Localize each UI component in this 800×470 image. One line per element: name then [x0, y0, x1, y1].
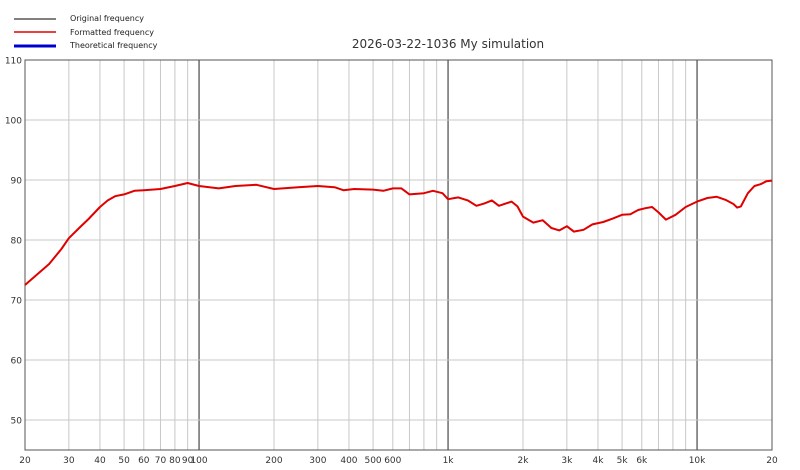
y-tick-label: 50	[11, 417, 23, 427]
x-tick-label: 70	[155, 456, 167, 466]
x-tick-label: 30	[63, 456, 75, 466]
y-tick-label: 110	[5, 57, 22, 67]
y-tick-label: 90	[11, 177, 23, 187]
legend-item-theoretical: Theoretical frequency	[14, 39, 157, 53]
chart-legend: Original frequency Formatted frequency T…	[14, 12, 157, 53]
x-tick-label: 600	[384, 456, 401, 466]
x-tick-label: 4k	[592, 456, 604, 466]
x-tick-label: 20	[19, 456, 31, 466]
x-tick-label: 10k	[689, 456, 706, 466]
x-tick-label: 300	[309, 456, 326, 466]
legend-swatch-formatted	[14, 31, 56, 33]
x-tick-label: 80	[169, 456, 181, 466]
x-tick-label: 20	[766, 456, 778, 466]
x-tick-label: 500	[364, 456, 381, 466]
y-tick-label: 60	[11, 357, 23, 367]
x-tick-label: 90	[182, 456, 194, 466]
legend-label-formatted: Formatted frequency	[70, 27, 154, 37]
legend-label-theoretical: Theoretical frequency	[70, 41, 158, 51]
legend-swatch-original	[14, 18, 56, 20]
legend-item-formatted: Formatted frequency	[14, 26, 157, 40]
x-tick-label: 5k	[617, 456, 629, 466]
x-tick-label: 6k	[636, 456, 648, 466]
chart-title: 2026-03-22-1036 My simulation	[351, 37, 545, 51]
x-tick-label: 3k	[561, 456, 573, 466]
y-tick-label: 80	[11, 237, 23, 247]
x-tick-label: 400	[340, 456, 357, 466]
x-tick-label: 50	[118, 456, 130, 466]
legend-label-original: Original frequency	[70, 14, 144, 24]
x-tick-label: 60	[138, 456, 150, 466]
x-tick-label: 100	[190, 456, 207, 466]
x-tick-label: 200	[265, 456, 282, 466]
y-tick-label: 70	[11, 297, 23, 307]
plot-frame	[24, 59, 773, 451]
x-tick-label: 40	[94, 456, 106, 466]
y-tick-label: 100	[5, 117, 22, 127]
legend-item-original: Original frequency	[14, 12, 157, 26]
legend-swatch-theoretical	[14, 44, 56, 48]
series-line-formatted	[24, 179, 773, 286]
x-tick-label: 2k	[518, 456, 530, 466]
x-tick-label: 1k	[443, 456, 455, 466]
